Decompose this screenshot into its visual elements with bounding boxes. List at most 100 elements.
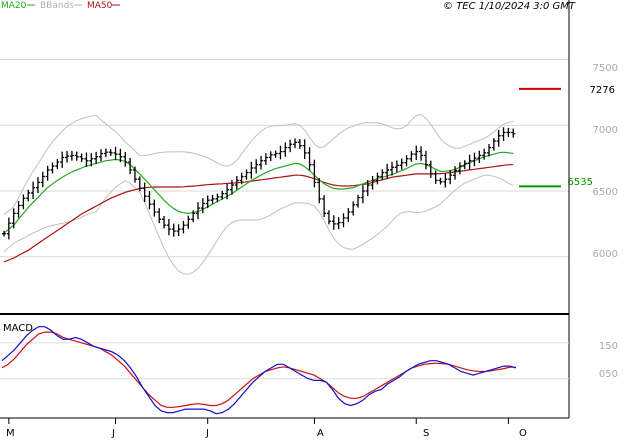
ohlc-bar <box>99 149 103 162</box>
ohlc-bar <box>331 215 336 230</box>
price-tick-6500: 6500 <box>593 187 618 198</box>
month-label-jun: J <box>111 428 115 439</box>
ohlc-bar <box>501 127 506 141</box>
ohlc-bar <box>152 199 157 217</box>
bollinger-lower-band <box>3 174 514 275</box>
macd-line <box>1 326 517 415</box>
macd-tick-050: 050 <box>599 369 618 380</box>
ohlc-bar <box>2 230 6 237</box>
ohlc-bar <box>482 148 487 160</box>
ohlc-bar <box>11 208 16 229</box>
ohlc-bar <box>31 181 36 200</box>
ohlc-bar <box>108 149 113 156</box>
macd-tick-150: 150 <box>599 341 618 352</box>
ohlc-bar <box>239 172 244 185</box>
ohlc-bar <box>511 128 516 138</box>
ohlc-bar <box>428 160 433 178</box>
legend-ma50-label: MA50 <box>87 1 113 11</box>
ohlc-bar <box>457 162 462 175</box>
ohlc-bar <box>50 162 55 174</box>
ohlc-bar <box>297 139 302 149</box>
ohlc-bar <box>40 171 45 188</box>
marker-7276-label: 7276 <box>590 85 615 96</box>
ohlc-bar <box>438 177 443 185</box>
ohlc-bar <box>293 138 297 149</box>
ma50-series-line <box>3 164 514 263</box>
month-label-may: M <box>6 428 15 439</box>
macd-title: MACD <box>3 323 33 334</box>
ohlc-bar <box>118 148 123 163</box>
ohlc-bar <box>467 154 472 170</box>
ohlc-bar <box>128 157 133 175</box>
ohlc-bar <box>191 210 196 223</box>
ohlc-bar <box>21 194 26 210</box>
legend-ma20-label: MA20 <box>1 1 27 11</box>
ohlc-bar <box>6 217 11 240</box>
ohlc-bar <box>351 201 356 216</box>
ohlc-bar <box>419 146 424 161</box>
ohlc-bar <box>278 145 283 160</box>
ohlc-bar <box>171 223 176 237</box>
price-tick-6000: 6000 <box>593 249 618 260</box>
ohlc-bar <box>443 173 448 188</box>
ohlc-bar <box>302 139 307 160</box>
ohlc-bar <box>341 213 346 228</box>
ohlc-bar <box>244 169 249 180</box>
ohlc-bar <box>423 150 428 170</box>
ohlc-bar <box>166 219 171 236</box>
marker-6535-label: 6535 <box>568 177 593 188</box>
ohlc-bar <box>259 155 264 170</box>
ohlc-bar <box>142 182 147 203</box>
ohlc-bar <box>404 155 409 167</box>
ohlc-bar <box>487 144 491 157</box>
ohlc-bar <box>380 169 385 180</box>
ohlc-bar <box>433 170 438 184</box>
ohlc-bar <box>365 179 370 197</box>
ohlc-bar <box>60 151 65 168</box>
ohlc-bar <box>84 152 89 167</box>
ohlc-bar <box>74 151 79 161</box>
ohlc-bar <box>249 161 254 179</box>
ohlc-bar <box>326 210 331 225</box>
macd-panel: MACD 150 050 <box>0 323 618 415</box>
ohlc-bar <box>462 160 467 170</box>
ohlc-bar <box>225 183 230 200</box>
macd-signal-line <box>1 331 516 408</box>
ohlc-bar <box>356 194 361 208</box>
ohlc-bar <box>123 152 128 167</box>
ohlc-bar <box>496 129 501 147</box>
ohlc-bar <box>312 159 317 188</box>
month-label-sep: S <box>423 428 429 439</box>
ohlc-bar <box>288 139 293 153</box>
ohlc-bar <box>273 150 278 158</box>
ohlc-bar <box>205 195 210 209</box>
ohlc-bar <box>370 175 375 190</box>
ohlc-bar <box>147 191 152 210</box>
ohlc-bar <box>103 148 108 158</box>
ohlc-bar <box>322 195 327 218</box>
ohlc-bar <box>176 224 181 237</box>
ohlc-bar <box>215 193 220 203</box>
ohlc-bar <box>16 201 21 218</box>
ohlc-bars <box>2 127 516 240</box>
ohlc-bar <box>26 189 31 202</box>
ohlc-bar <box>254 159 259 174</box>
ohlc-bar <box>196 202 200 220</box>
chart-legend: MA20 BBands MA50 <box>1 1 120 11</box>
ohlc-bar <box>113 146 118 161</box>
ohlc-bar <box>132 166 137 183</box>
ohlc-bar <box>317 178 322 204</box>
month-label-jul: J <box>205 428 209 439</box>
ohlc-bar <box>94 151 99 164</box>
ohlc-bar <box>491 138 496 151</box>
price-tick-7000: 7000 <box>593 125 618 136</box>
price-panel: 7500 7000 6500 6000 7276 6535 <box>0 58 618 275</box>
ohlc-bar <box>448 170 453 185</box>
ohlc-bar <box>399 158 404 170</box>
ohlc-bar <box>234 176 239 190</box>
ohlc-bar <box>506 127 511 138</box>
ohlc-bar <box>45 165 50 181</box>
ohlc-bar <box>137 176 142 192</box>
ohlc-bar <box>385 163 390 179</box>
